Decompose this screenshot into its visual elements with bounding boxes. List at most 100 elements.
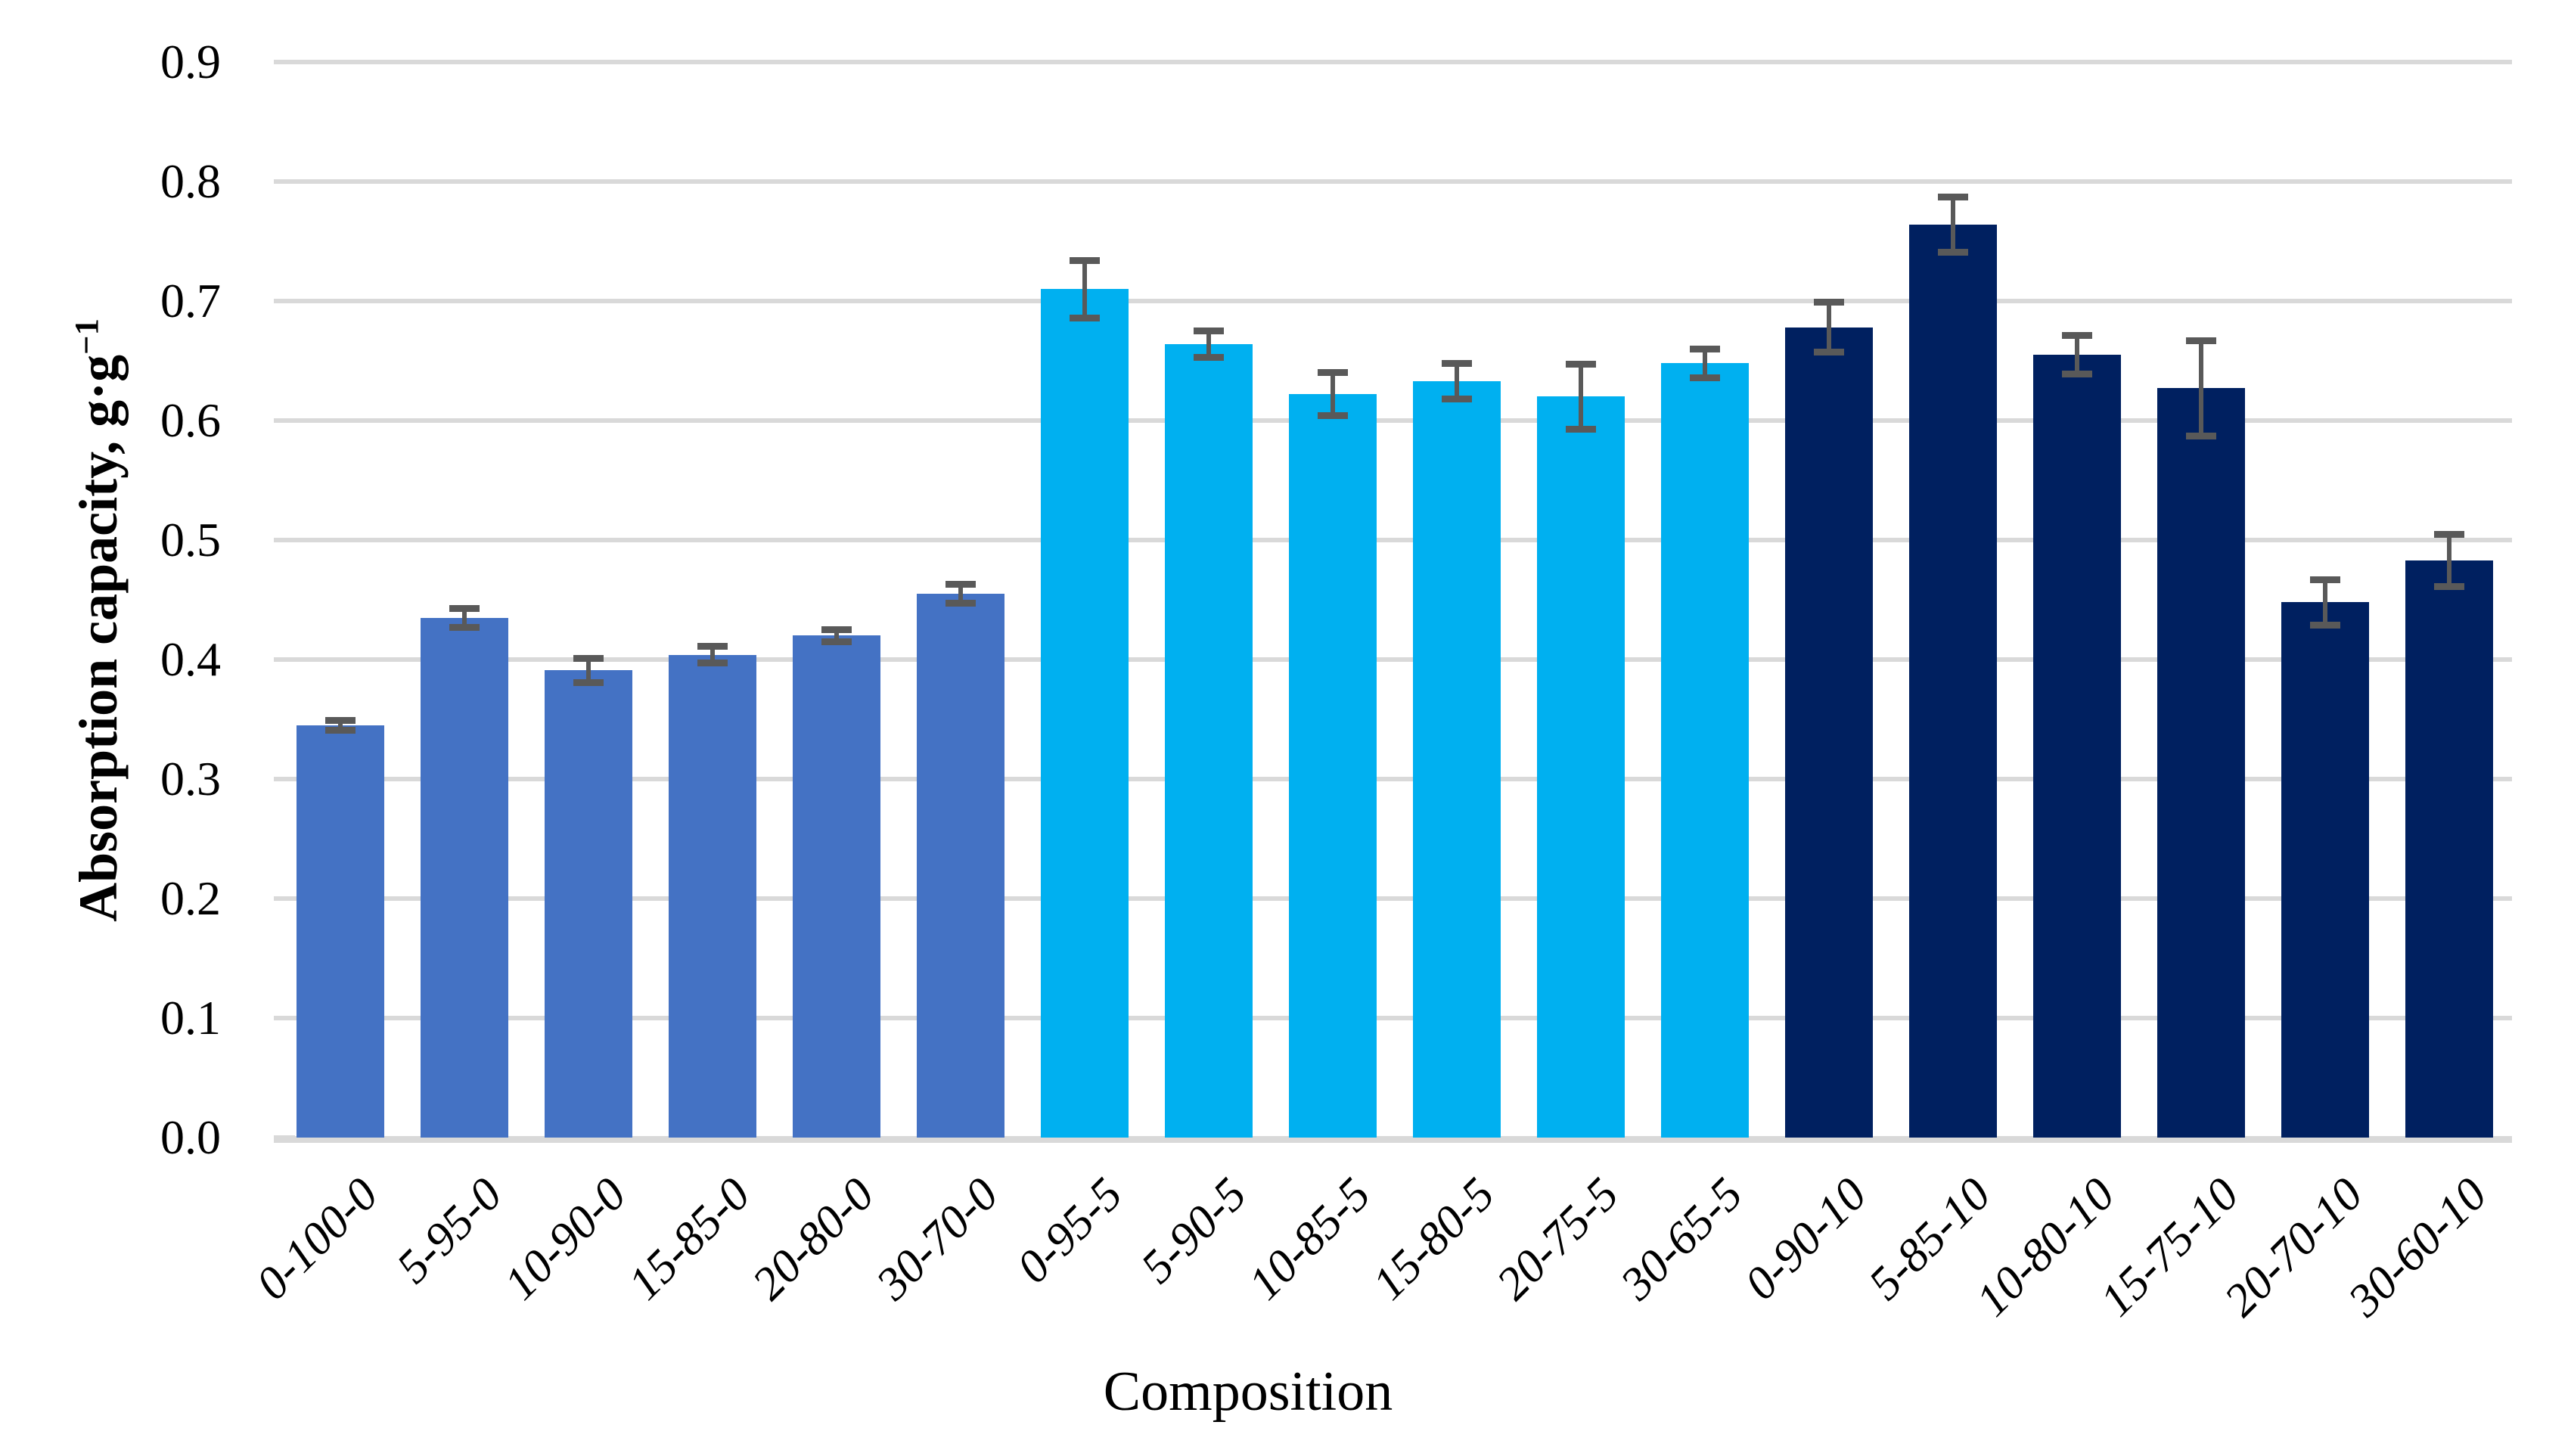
error-bar-cap-bottom bbox=[2434, 583, 2464, 591]
error-bar-cap-bottom bbox=[1566, 425, 1596, 433]
error-bar-cap-bottom bbox=[573, 678, 604, 686]
error-bar-cap-bottom bbox=[945, 600, 976, 607]
y-tick-label: 0.2 bbox=[160, 871, 221, 925]
y-tick-label: 0.5 bbox=[160, 513, 221, 567]
y-axis-tick bbox=[274, 1016, 295, 1020]
error-bar-stem bbox=[1579, 364, 1583, 430]
error-bar-cap-bottom bbox=[1194, 353, 1224, 361]
y-tick-label: 0.4 bbox=[160, 632, 221, 686]
y-tick-label: 0.3 bbox=[160, 752, 221, 806]
error-bar-cap-bottom bbox=[449, 623, 480, 631]
error-bar-cap-bottom bbox=[1814, 349, 1844, 356]
y-tick-label: 0.9 bbox=[160, 35, 221, 88]
error-bar-stem bbox=[710, 646, 715, 663]
bar-10-90-0 bbox=[545, 670, 632, 1138]
bar-15-75-10 bbox=[2157, 388, 2245, 1138]
error-bar-stem bbox=[1703, 349, 1707, 378]
error-bar-cap-bottom bbox=[1690, 374, 1720, 381]
error-bar-cap-bottom bbox=[2186, 433, 2216, 440]
error-bar-stem bbox=[2199, 340, 2203, 436]
gridline bbox=[295, 1016, 2512, 1020]
bar-0-90-10 bbox=[1785, 327, 1873, 1138]
error-bar-cap-top bbox=[1070, 256, 1100, 264]
error-bar-cap-top bbox=[573, 654, 604, 662]
error-bar-stem bbox=[1455, 363, 1459, 399]
y-axis-title-text: Absorption capacity, g·g bbox=[68, 354, 129, 922]
y-axis-tick bbox=[274, 896, 295, 901]
error-bar-cap-bottom bbox=[1070, 314, 1100, 321]
error-bar-stem bbox=[1951, 197, 1955, 253]
gridline bbox=[295, 657, 2512, 662]
y-axis-tick bbox=[274, 60, 295, 64]
error-bar-stem bbox=[586, 658, 591, 682]
bar-15-85-0 bbox=[669, 654, 756, 1138]
error-bar-cap-bottom bbox=[325, 726, 356, 734]
bar-5-95-0 bbox=[421, 617, 508, 1138]
y-tick-label: 0.1 bbox=[160, 991, 221, 1045]
error-bar-cap-top bbox=[821, 626, 852, 633]
bar-5-90-5 bbox=[1165, 343, 1253, 1138]
bar-20-70-10 bbox=[2281, 602, 2369, 1138]
bar-10-85-5 bbox=[1289, 394, 1377, 1138]
bar-30-70-0 bbox=[917, 594, 1004, 1138]
error-bar-cap-top bbox=[449, 604, 480, 612]
error-bar-stem bbox=[1206, 331, 1211, 358]
y-axis-tick bbox=[274, 657, 295, 662]
y-axis-tick bbox=[274, 777, 295, 781]
error-bar-cap-bottom bbox=[1442, 396, 1472, 403]
y-axis-tick bbox=[274, 179, 295, 184]
error-bar-cap-bottom bbox=[821, 638, 852, 645]
error-bar-cap-top bbox=[1566, 361, 1596, 368]
bar-10-80-10 bbox=[2033, 355, 2121, 1138]
y-tick-label: 0.6 bbox=[160, 393, 221, 447]
error-bar-stem bbox=[834, 629, 839, 642]
error-bar-stem bbox=[2075, 335, 2079, 374]
error-bar-cap-top bbox=[1814, 299, 1844, 306]
gridline bbox=[295, 60, 2512, 64]
x-axis-title: Composition bbox=[1103, 1361, 1393, 1423]
error-bar-cap-bottom bbox=[1938, 248, 1968, 256]
y-tick-label: 0.8 bbox=[160, 154, 221, 208]
y-axis-title: Absorption capacity, g·g−1 bbox=[48, 83, 129, 1157]
error-bar-stem bbox=[958, 584, 963, 604]
error-bar-stem bbox=[1331, 372, 1335, 416]
error-bar-cap-bottom bbox=[2062, 370, 2092, 377]
error-bar-cap-top bbox=[325, 717, 356, 725]
error-bar-cap-bottom bbox=[697, 660, 728, 667]
error-bar-cap-top bbox=[1194, 328, 1224, 334]
gridline bbox=[295, 896, 2512, 901]
x-axis-line bbox=[274, 1136, 2512, 1143]
bar-30-65-5 bbox=[1661, 363, 1749, 1138]
bar-5-85-10 bbox=[1909, 224, 1997, 1138]
error-bar-cap-bottom bbox=[2310, 621, 2340, 629]
y-axis-tick bbox=[274, 538, 295, 542]
gridline bbox=[295, 538, 2512, 542]
error-bar-cap-top bbox=[1690, 345, 1720, 352]
gridline bbox=[295, 179, 2512, 184]
gridline bbox=[295, 299, 2512, 303]
gridline bbox=[295, 418, 2512, 423]
error-bar-cap-top bbox=[2310, 576, 2340, 583]
error-bar-stem bbox=[338, 720, 343, 731]
error-bar-cap-top bbox=[945, 580, 976, 588]
error-bar-stem bbox=[462, 608, 467, 628]
error-bar-stem bbox=[2447, 534, 2451, 587]
error-bar-cap-top bbox=[1318, 369, 1348, 377]
error-bar-cap-bottom bbox=[1318, 412, 1348, 420]
y-axis-tick bbox=[274, 299, 295, 303]
error-bar-cap-top bbox=[1938, 194, 1968, 201]
gridline bbox=[295, 777, 2512, 781]
bar-20-75-5 bbox=[1537, 396, 1625, 1138]
error-bar-cap-top bbox=[2062, 332, 2092, 340]
bar-0-95-5 bbox=[1041, 289, 1129, 1138]
bar-15-80-5 bbox=[1413, 380, 1501, 1138]
bar-30-60-10 bbox=[2405, 560, 2493, 1138]
y-tick-label: 0.0 bbox=[160, 1110, 221, 1164]
y-axis-title-superscript: −1 bbox=[67, 318, 105, 355]
y-axis-tick bbox=[274, 418, 295, 423]
error-bar-cap-top bbox=[2186, 337, 2216, 344]
error-bar-stem bbox=[1082, 260, 1087, 318]
error-bar-cap-top bbox=[1442, 359, 1472, 367]
bar-0-100-0 bbox=[297, 725, 384, 1138]
